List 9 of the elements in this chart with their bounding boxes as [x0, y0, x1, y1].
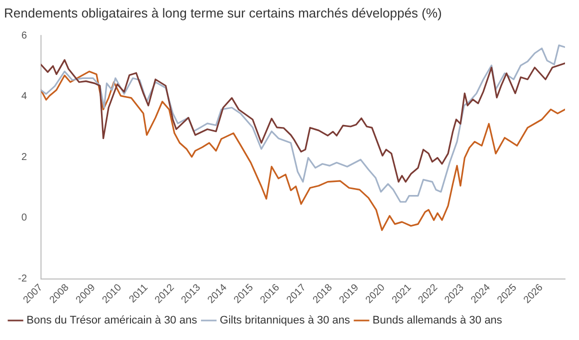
y-tick-label: 0 — [21, 212, 28, 224]
legend-label: Bunds allemands à 30 ans — [372, 314, 503, 327]
y-tick-label: 4 — [21, 91, 28, 102]
legend-label: Bons du Trésor américain à 30 ans — [26, 314, 198, 327]
y-tick-label: 2 — [21, 152, 28, 163]
y-tick-label: -2 — [18, 274, 28, 285]
chart-title: Rendements obligataires à long terme sur certains marchés développés (%) — [4, 5, 442, 20]
legend-label: Gilts britanniques à 30 ans — [220, 314, 351, 327]
y-tick-label: 6 — [21, 30, 28, 42]
